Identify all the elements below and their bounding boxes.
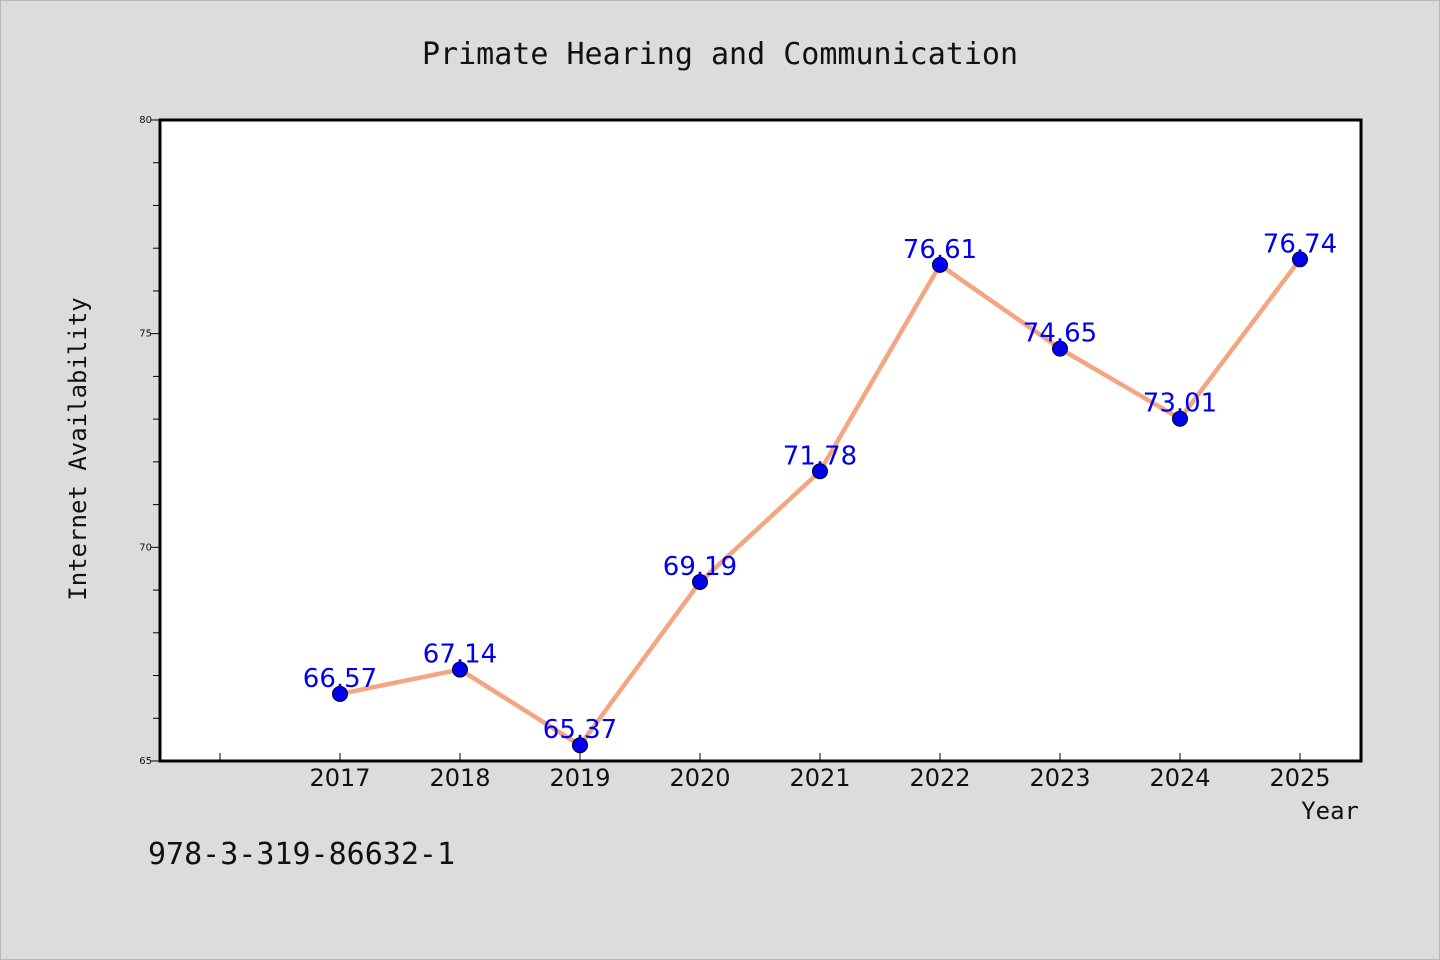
- data-label: 69.19: [663, 552, 737, 582]
- x-tick-label: 2019: [549, 764, 610, 792]
- data-point-marker: [332, 685, 348, 702]
- data-labels: 66.57 67.14 65.37 69.19 71.78 76.61 74.65 73.01…: [303, 229, 1337, 745]
- y-tick-label: 80: [139, 115, 152, 126]
- data-point-marker: [812, 463, 828, 480]
- x-axis-ticks: 2017 2018 2019 2020 2021 2022 2023 2024 2025: [219, 753, 1331, 792]
- x-tick-label: 2025: [1269, 764, 1330, 792]
- x-tick-label: 2023: [1029, 764, 1090, 792]
- data-label: 76.61: [903, 235, 977, 265]
- x-axis-label: Year: [1301, 797, 1359, 825]
- series-markers: [332, 251, 1308, 754]
- plot-area: [160, 120, 1361, 761]
- data-point-marker: [692, 573, 708, 590]
- data-point-marker: [1052, 340, 1068, 357]
- x-tick-label: 2024: [1149, 764, 1210, 792]
- x-tick-label: 2020: [669, 764, 730, 792]
- data-label: 71.78: [783, 441, 857, 471]
- y-tick-label: 65: [139, 756, 152, 767]
- isbn-number: 978-3-319-86632-1: [148, 837, 455, 872]
- plot-frame: [158, 118, 1363, 763]
- y-axis-label: Internet Availability: [64, 297, 92, 600]
- x-tick-label: 2021: [789, 764, 850, 792]
- data-label: 76.74: [1263, 229, 1337, 259]
- y-tick-label: 70: [139, 542, 152, 553]
- data-point-marker: [572, 737, 588, 754]
- data-label: 67.14: [423, 640, 497, 670]
- data-point-marker: [1292, 251, 1308, 268]
- data-point-marker: [932, 256, 948, 273]
- data-label: 74.65: [1023, 319, 1097, 349]
- x-tick-label: 2017: [309, 764, 370, 792]
- data-label: 73.01: [1143, 389, 1217, 419]
- data-label: 66.57: [303, 664, 377, 694]
- y-axis-ticks: 65 70 75 80: [139, 115, 160, 767]
- y-tick-label: 75: [139, 329, 152, 340]
- x-tick-label: 2022: [909, 764, 970, 792]
- data-point-marker: [1172, 410, 1188, 427]
- chart-title: Primate Hearing and Communication: [422, 37, 1018, 72]
- x-tick-label: 2018: [429, 764, 490, 792]
- data-label: 65.37: [543, 715, 617, 745]
- data-point-marker: [452, 661, 468, 678]
